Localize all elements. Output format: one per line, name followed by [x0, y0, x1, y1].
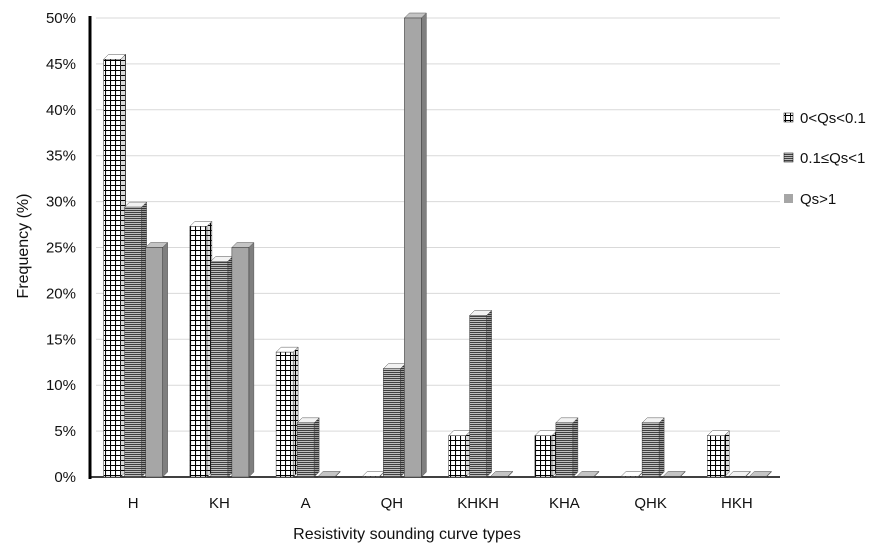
legend-label: Qs>1 — [800, 191, 836, 208]
bar-front — [534, 435, 553, 478]
bar-front — [296, 422, 315, 478]
bar-front — [728, 476, 746, 478]
legend-swatch — [783, 152, 794, 163]
bars — [103, 12, 772, 478]
bar-side — [658, 417, 665, 478]
y-tick-label: 35% — [46, 148, 76, 165]
bar — [317, 470, 341, 478]
legend-item: 0<Qs<0.1 — [783, 110, 866, 127]
bar-front — [210, 261, 229, 478]
bar-side — [248, 241, 255, 478]
bar-front — [383, 368, 401, 478]
bar — [706, 430, 730, 478]
legend: 0<Qs<0.1 0.1≤Qs<1 Qs>1 — [783, 110, 866, 208]
y-tick-label: 45% — [46, 56, 76, 73]
y-tick-label: 25% — [46, 240, 76, 257]
y-tick-label: 0% — [54, 469, 76, 486]
bar-front — [362, 476, 380, 478]
bar-front — [317, 476, 336, 478]
bar-front — [749, 476, 767, 478]
x-tick-label: QH — [381, 495, 404, 512]
y-tick-label: 15% — [46, 331, 76, 348]
x-tick-label: KH — [209, 495, 230, 512]
y-tick-label: 20% — [46, 285, 76, 302]
bar-front — [231, 247, 250, 478]
bar — [145, 241, 169, 478]
bar-front — [469, 315, 487, 478]
bar-front — [103, 59, 121, 478]
bar-side — [572, 417, 579, 478]
bar-front — [707, 435, 725, 478]
bar-side — [162, 241, 168, 478]
bar — [490, 470, 514, 478]
bar-front — [555, 422, 574, 478]
y-tick-label: 40% — [46, 102, 76, 119]
x-axis-title: Resistivity sounding curve types — [293, 526, 521, 543]
bar-front — [404, 17, 422, 478]
bar-front — [124, 206, 142, 478]
legend-swatch — [783, 112, 794, 123]
bar-side — [313, 417, 320, 478]
bar-front — [641, 422, 660, 478]
bar — [727, 470, 751, 478]
legend-label: 0.1≤Qs<1 — [800, 150, 865, 167]
bar-front — [448, 435, 466, 478]
legend-item: Qs>1 — [784, 191, 836, 208]
bar — [275, 346, 299, 478]
bar-front — [490, 476, 508, 478]
bar — [124, 201, 148, 478]
x-tick-label: QHK — [634, 495, 667, 512]
bar-front — [576, 476, 595, 478]
bar-front — [189, 226, 208, 478]
bar — [361, 470, 385, 478]
bar — [620, 470, 644, 478]
bar — [296, 417, 320, 478]
x-tick-label: A — [301, 495, 311, 512]
bar — [748, 470, 772, 478]
bar — [641, 417, 665, 478]
bar-front — [275, 351, 294, 478]
bar-front — [620, 476, 639, 478]
y-tick-label: 30% — [46, 194, 76, 211]
bar — [189, 220, 213, 478]
tick-labels: 0%5%10%15%20%25%30%35%40%45%50%H KH A QH KHK… — [46, 10, 753, 512]
x-tick-label: H — [128, 495, 139, 512]
y-tick-label: 5% — [54, 423, 76, 440]
y-tick-label: 50% — [46, 10, 76, 27]
y-tick-label: 10% — [46, 377, 76, 394]
bar — [448, 430, 472, 478]
bar — [534, 430, 558, 478]
bar-side — [421, 12, 427, 478]
bar — [103, 53, 127, 478]
bar — [382, 363, 406, 478]
bar — [210, 255, 234, 478]
legend-label: 0<Qs<0.1 — [800, 110, 866, 127]
legend-item: 0.1≤Qs<1 — [783, 150, 865, 167]
bar-side — [486, 309, 492, 478]
x-tick-label: KHKH — [457, 495, 499, 512]
bar-side — [724, 430, 730, 478]
bar — [403, 12, 427, 478]
bar — [662, 470, 686, 478]
bar — [555, 417, 579, 478]
bar — [231, 241, 255, 478]
x-tick-label: KHA — [549, 495, 580, 512]
bar — [576, 470, 600, 478]
bar-front — [145, 247, 163, 478]
y-axis-title: Frequency (%) — [15, 194, 32, 299]
x-tick-label: HKH — [721, 495, 753, 512]
legend-swatch — [784, 194, 793, 203]
bar — [469, 309, 493, 478]
bar-front — [662, 476, 681, 478]
